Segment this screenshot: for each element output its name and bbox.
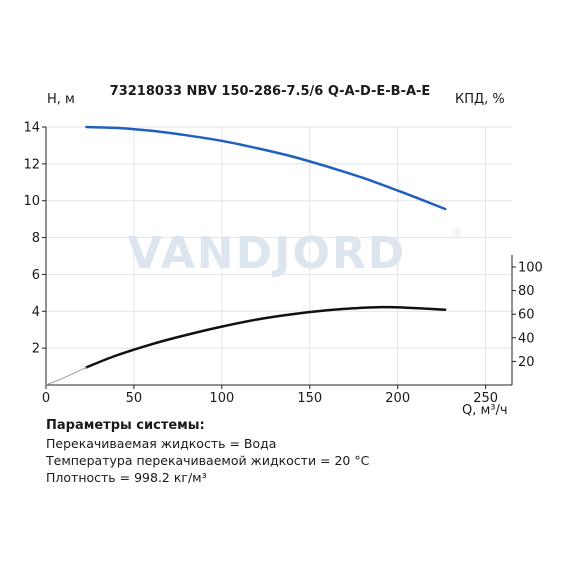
y-tick-labels: 2 4 6 8 10 12 14 xyxy=(23,121,46,357)
axes xyxy=(45,127,513,386)
y2-tick-label-40: 40 xyxy=(518,331,535,346)
chart-title: 73218033 NBV 150-286-7.5/6 Q-A-D-E-B-A-E xyxy=(110,84,431,99)
x-tick-label-150: 150 xyxy=(297,391,322,406)
y2-tick-label-100: 100 xyxy=(518,261,543,276)
y-tick-label-14: 14 xyxy=(23,121,40,136)
y-tick-label-10: 10 xyxy=(23,194,40,209)
y2-tick-label-60: 60 xyxy=(518,308,535,323)
x-tick-label-50: 50 xyxy=(126,391,143,406)
watermark: VANDJORD ® xyxy=(128,226,463,279)
series-lines xyxy=(45,125,447,386)
system-parameters-title: Параметры системы: xyxy=(46,418,205,433)
y-tick-label-4: 4 xyxy=(32,305,40,320)
param-fluid: Перекачиваемая жидкость = Вода xyxy=(46,436,277,451)
y-tick-label-8: 8 xyxy=(32,231,40,246)
x-tick-label-0: 0 xyxy=(42,391,50,406)
y2-axis-title: КПД, % xyxy=(455,92,505,107)
x-tick-label-250: 250 xyxy=(473,391,498,406)
series-line-1 xyxy=(85,305,447,369)
param-temperature: Температура перекачиваемой жидкости = 20… xyxy=(46,453,370,468)
x-tick-label-100: 100 xyxy=(209,391,234,406)
x-tick-labels: 0 50 100 150 200 250 xyxy=(42,385,498,406)
watermark-text: VANDJORD xyxy=(128,228,407,279)
pump-curve-chart: VANDJORD ® 73218033 NBV 150-286-7.5/6 Q-… xyxy=(23,84,543,418)
y-axis-title: H, м xyxy=(47,92,75,107)
y2-tick-label-80: 80 xyxy=(518,284,535,299)
y-tick-label-6: 6 xyxy=(32,268,40,283)
grid-lines xyxy=(45,126,512,385)
y2-tick-labels: 20 40 60 80 100 xyxy=(512,261,543,370)
x-axis-title: Q, м³/ч xyxy=(462,403,508,418)
y-tick-label-12: 12 xyxy=(23,157,40,172)
watermark-registered-mark: ® xyxy=(452,226,463,239)
series-line-2 xyxy=(45,366,87,386)
param-density: Плотность = 998.2 кг/м³ xyxy=(46,470,207,485)
y-tick-label-2: 2 xyxy=(32,342,40,357)
y2-tick-label-20: 20 xyxy=(518,355,535,370)
series-line-0 xyxy=(85,125,447,211)
x-tick-label-200: 200 xyxy=(385,391,410,406)
system-parameters: Параметры системы: Перекачиваемая жидкос… xyxy=(46,417,556,486)
